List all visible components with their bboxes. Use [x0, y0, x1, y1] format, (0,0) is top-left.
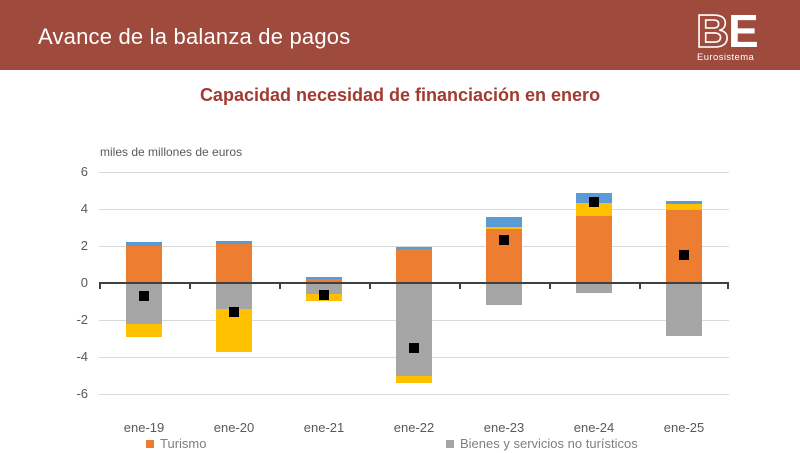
legend-swatch-bienes-servicios	[446, 439, 454, 448]
legend-label-bienes-servicios: Bienes y servicios no turísticos	[460, 436, 638, 451]
gridline	[99, 172, 729, 173]
total-marker	[679, 250, 689, 261]
bar-segment	[126, 242, 162, 246]
y-tick-label: 4	[80, 201, 88, 216]
bar-segment	[126, 246, 162, 283]
x-axis-tick	[727, 284, 729, 289]
x-tick-label: ene-25	[663, 420, 705, 435]
bar-segment	[126, 283, 162, 324]
y-tick-label: -2	[76, 312, 88, 327]
bar-segment	[486, 283, 522, 306]
total-marker	[139, 290, 149, 301]
x-axis-tick	[549, 284, 551, 289]
bar-segment	[306, 279, 342, 283]
x-tick-label: ene-19	[123, 420, 165, 435]
bar-segment	[216, 241, 252, 245]
legend-item-bienes-servicios: Bienes y servicios no turísticos	[446, 436, 638, 451]
total-marker	[319, 290, 329, 301]
y-tick-label: -4	[76, 349, 88, 364]
bar-segment	[576, 216, 612, 283]
bar-segment	[306, 277, 342, 280]
y-tick-label: 2	[80, 238, 88, 253]
bar-segment	[666, 283, 702, 336]
bar-segment	[666, 209, 702, 283]
y-tick-label: 0	[80, 275, 88, 290]
total-marker	[589, 196, 599, 207]
logo-letter-b: B	[696, 8, 729, 57]
bar-segment	[576, 203, 612, 217]
total-marker	[229, 306, 239, 317]
x-tick-label: ene-24	[573, 420, 615, 435]
header-bar: Avance de la balanza de pagos B E Eurosi…	[0, 0, 800, 70]
bar-segment	[396, 283, 432, 377]
chart-plot-area: 6 4 2 0 -2 -4 -6 ene-19 ene-20 ene-21 ene-22 ene-23…	[76, 165, 729, 435]
logo-subtitle: Eurosistema	[697, 52, 755, 63]
x-axis-tick	[279, 284, 281, 289]
bar-segment	[396, 248, 432, 283]
x-axis-tick	[639, 284, 641, 289]
x-axis-line	[99, 282, 729, 284]
axis-unit-label: miles de millones de euros	[100, 145, 243, 159]
x-tick-label: ene-22	[393, 420, 435, 435]
bar-segment	[216, 283, 252, 309]
x-axis-tick	[99, 284, 101, 289]
bar-segment	[486, 226, 522, 230]
bar-segment	[126, 323, 162, 337]
y-tick-label: -6	[76, 386, 88, 401]
legend-label-turismo: Turismo	[160, 436, 207, 451]
slide-title: Avance de la balanza de pagos	[38, 24, 351, 49]
gridline	[99, 394, 729, 395]
x-tick-label: ene-23	[483, 420, 525, 435]
bar-segment	[486, 217, 522, 227]
x-tick-label: ene-21	[303, 420, 345, 435]
bar-segment	[216, 244, 252, 283]
x-axis-tick	[459, 284, 461, 289]
bar-segment	[666, 204, 702, 210]
gridline	[99, 246, 729, 247]
banco-de-espana-logo: B E Eurosistema	[692, 4, 782, 64]
total-marker	[409, 342, 419, 353]
total-marker	[499, 235, 509, 246]
bar-segment	[666, 200, 702, 205]
legend-item-turismo: Turismo	[146, 436, 206, 451]
bar-segment	[396, 376, 432, 383]
logo-letter-e: E	[728, 8, 759, 57]
bar-segment	[576, 283, 612, 294]
gridline	[99, 209, 729, 210]
bar-segment	[306, 283, 342, 295]
x-tick-label: ene-20	[213, 420, 255, 435]
be-logo-icon: B E Eurosistema	[695, 4, 759, 63]
bar-segment	[396, 246, 432, 249]
x-axis-tick	[189, 284, 191, 289]
x-axis-tick	[369, 284, 371, 289]
y-tick-label: 6	[80, 164, 88, 179]
chart-title: Capacidad necesidad de financiación en e…	[199, 85, 601, 105]
legend-swatch-turismo	[146, 439, 154, 448]
